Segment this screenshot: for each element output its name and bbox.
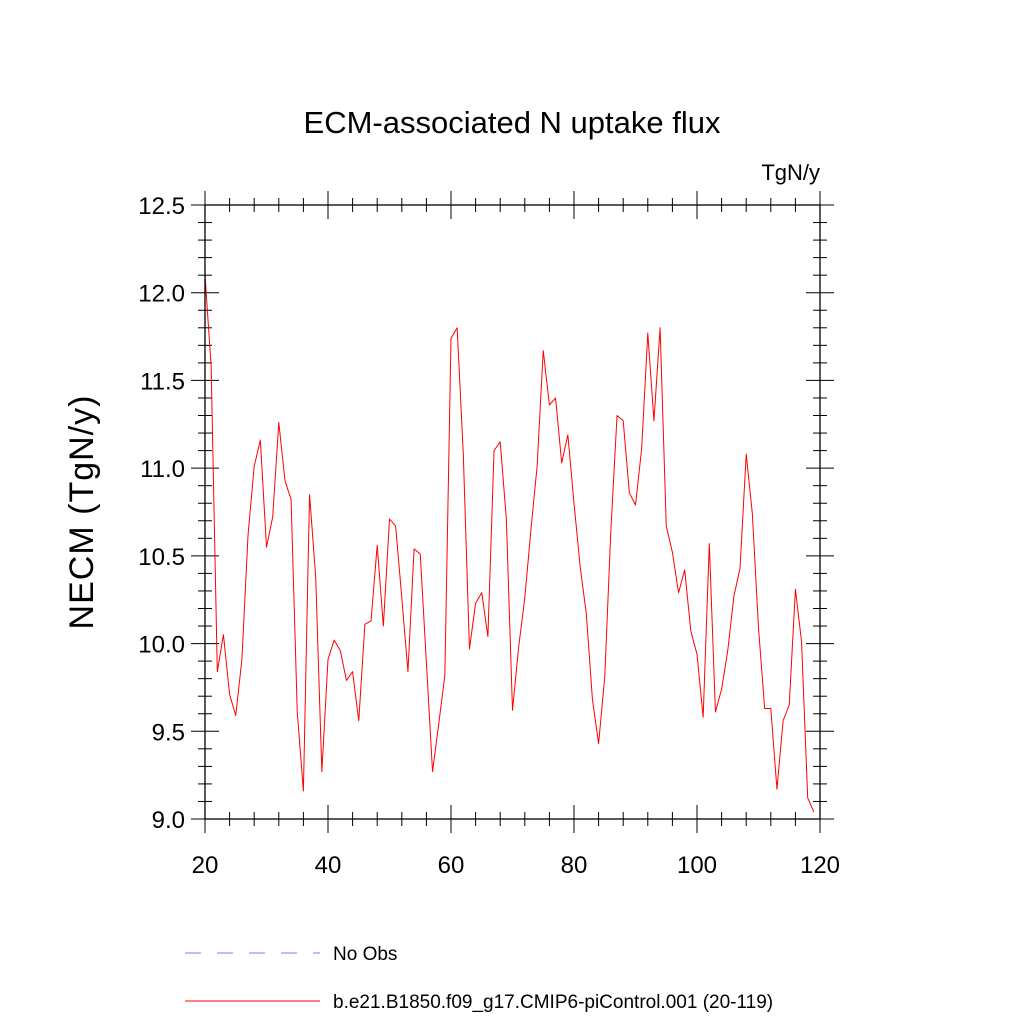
legend: No Obs b.e21.B1850.f09_g17.CMIP6-piContr… <box>185 944 773 1013</box>
y-tick-label: 9.5 <box>152 719 185 746</box>
y-axis-label: NECM (TgN/y) <box>63 395 101 630</box>
axis-ticks: 20 40 60 80 100 120 9.0 9.5 10.0 10.5 11.0 11.5 12.0… <box>138 191 840 879</box>
series-layer <box>204 275 815 813</box>
y-tick-label: 11.0 <box>140 456 185 483</box>
y-tick-label: 9.0 <box>152 807 185 834</box>
y-tick-label: 10.0 <box>138 632 185 659</box>
plot-frame <box>204 204 821 820</box>
x-tick-label: 20 <box>192 852 219 879</box>
series-line <box>204 275 815 813</box>
units-label: TgN/y <box>761 160 820 185</box>
x-tick-label: 80 <box>561 852 588 879</box>
x-tick-label: 120 <box>800 852 840 879</box>
y-tick-label: 12.5 <box>138 193 185 220</box>
x-tick-label: 60 <box>438 852 465 879</box>
legend-label-picontrol: b.e21.B1850.f09_g17.CMIP6-piControl.001 … <box>333 992 773 1013</box>
y-tick-label: 11.5 <box>140 368 185 395</box>
y-tick-label: 10.5 <box>138 544 185 571</box>
x-tick-label: 100 <box>677 852 717 879</box>
legend-label-no-obs: No Obs <box>333 944 397 965</box>
chart-title: ECM-associated N uptake flux <box>304 105 721 140</box>
y-tick-label: 12.0 <box>138 281 185 308</box>
x-tick-label: 40 <box>315 852 342 879</box>
